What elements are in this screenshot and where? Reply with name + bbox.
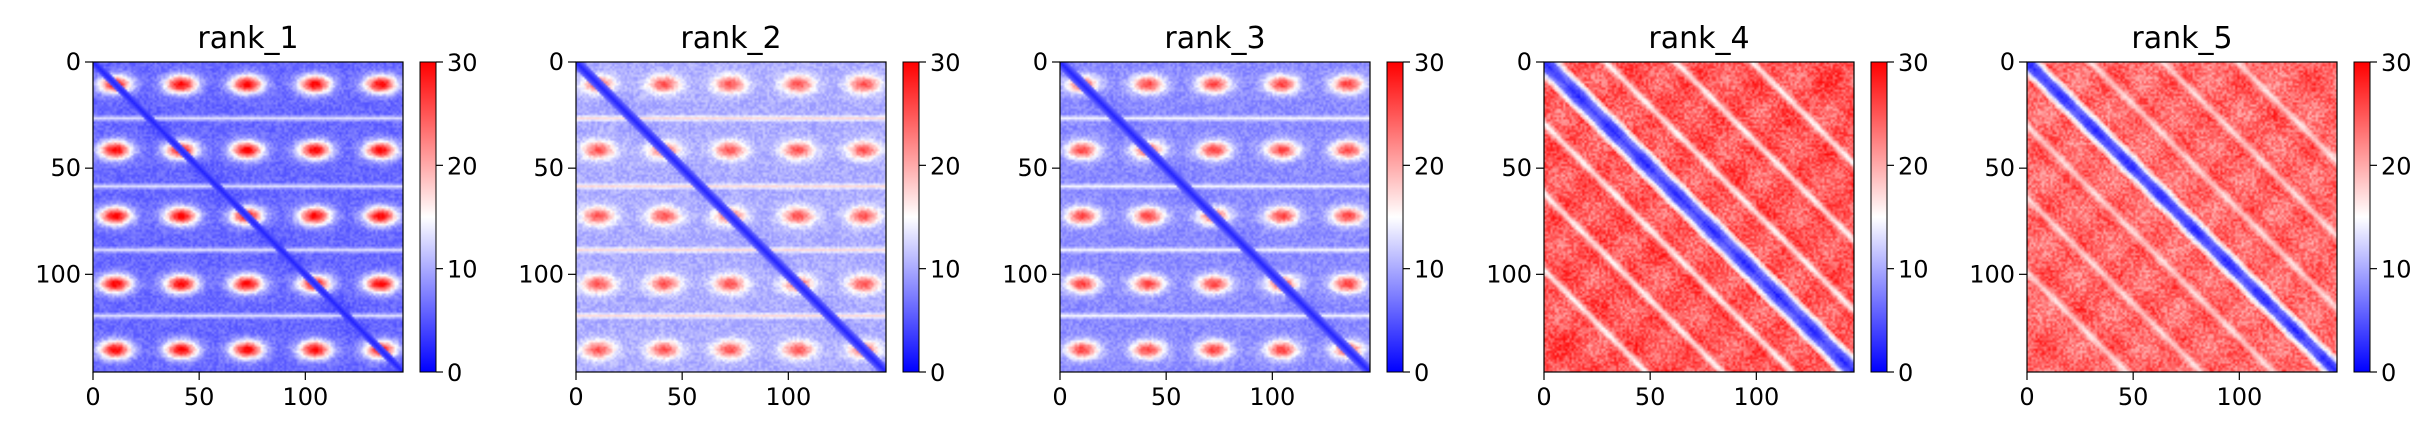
x-tick-label: 50 (667, 383, 698, 411)
colorbar-3: 0 10 20 30 (1386, 49, 1445, 387)
y-tick-label: 100 (1486, 260, 1532, 288)
x-tick-label: 0 (2019, 383, 2034, 411)
colorbar-gradient (419, 61, 437, 373)
colorbar-gradient (902, 61, 920, 373)
panel-title: rank_5 (2131, 21, 2232, 56)
colorbar-tick-label: 20 (1898, 152, 1929, 180)
colorbar-tick-label: 20 (2381, 152, 2412, 180)
colorbar-tick-label: 30 (1898, 49, 1929, 77)
colorbar-tick-label: 10 (1414, 256, 1445, 284)
colorbar-tick-label: 10 (447, 256, 478, 284)
heatmap-frame (92, 61, 404, 373)
panel-title: rank_2 (680, 21, 781, 56)
colorbar-tick-label: 0 (2381, 359, 2396, 387)
colorbar-tick-label: 0 (1898, 359, 1913, 387)
y-tick-label: 50 (1501, 154, 1532, 182)
colorbar-2: 0 10 20 30 (902, 49, 961, 387)
colorbar-tick-label: 30 (1414, 49, 1445, 77)
heatmap-panel-2: rank_2 0 50 100 0 50 100 0 10 20 30 (518, 21, 960, 411)
colorbar-tick-label: 20 (930, 152, 961, 180)
y-tick-label: 100 (35, 260, 81, 288)
colorbar-tick-label: 30 (930, 49, 961, 77)
x-tick-label: 0 (568, 383, 583, 411)
heatmap-frame (575, 61, 887, 373)
x-tick-label: 100 (282, 383, 328, 411)
colorbar-tick-label: 10 (1898, 256, 1929, 284)
heatmap-panel-5: rank_5 0 50 100 0 50 100 0 10 20 30 (1969, 21, 2411, 411)
x-tick-label: 50 (1635, 383, 1666, 411)
y-tick-label: 50 (1984, 154, 2015, 182)
colorbar-tick-label: 30 (2381, 49, 2412, 77)
y-tick-label: 50 (533, 154, 564, 182)
y-tick-label: 50 (50, 154, 81, 182)
y-tick-label: 100 (518, 260, 564, 288)
heatmap-image-3 (1060, 62, 1370, 372)
colorbar-gradient (1386, 61, 1404, 373)
y-tick-label: 50 (1017, 154, 1048, 182)
heatmap-image-2 (576, 62, 886, 372)
y-tick-label: 0 (549, 48, 564, 76)
y-tick-label: 0 (2000, 48, 2015, 76)
heatmap-frame (1543, 61, 1855, 373)
colorbar-tick-label: 20 (1414, 152, 1445, 180)
y-tick-label: 100 (1969, 260, 2015, 288)
x-tick-label: 50 (184, 383, 215, 411)
colorbar-5: 0 10 20 30 (2353, 49, 2412, 387)
x-tick-label: 100 (1733, 383, 1779, 411)
colorbar-tick-label: 0 (1414, 359, 1429, 387)
heatmap-image-1 (93, 62, 403, 372)
colorbar-tick-label: 0 (930, 359, 945, 387)
heatmap-frame (1059, 61, 1371, 373)
y-tick-label: 0 (66, 48, 81, 76)
colorbar-gradient (2353, 61, 2371, 373)
colorbar-tick-label: 0 (447, 359, 462, 387)
heatmap-panel-1: rank_1 0 50 100 0 50 100 0 10 20 30 (35, 21, 477, 411)
colorbar-tick-label: 20 (447, 152, 478, 180)
x-tick-label: 50 (1151, 383, 1182, 411)
heatmap-panel-4: rank_4 0 50 100 0 50 100 0 10 20 30 (1486, 21, 1928, 411)
heatmap-frame (2026, 61, 2338, 373)
panel-title: rank_1 (197, 21, 298, 56)
colorbar-gradient (1870, 61, 1888, 373)
y-tick-label: 0 (1033, 48, 1048, 76)
colorbar-tick-label: 10 (930, 256, 961, 284)
x-tick-label: 100 (1249, 383, 1295, 411)
x-tick-label: 0 (1052, 383, 1067, 411)
heatmap-panel-3: rank_3 0 50 100 0 50 100 0 10 20 30 (1002, 21, 1444, 411)
colorbar-1: 0 10 20 30 (419, 49, 478, 387)
panel-title: rank_4 (1648, 21, 1749, 56)
x-tick-label: 0 (1536, 383, 1551, 411)
panel-title: rank_3 (1164, 21, 1265, 56)
x-tick-label: 0 (85, 383, 100, 411)
x-tick-label: 50 (2118, 383, 2149, 411)
x-tick-label: 100 (765, 383, 811, 411)
heatmap-image-5 (2027, 62, 2337, 372)
y-tick-label: 0 (1517, 48, 1532, 76)
x-tick-label: 100 (2216, 383, 2262, 411)
colorbar-tick-label: 10 (2381, 256, 2412, 284)
y-tick-label: 100 (1002, 260, 1048, 288)
heatmap-image-4 (1544, 62, 1854, 372)
colorbar-4: 0 10 20 30 (1870, 49, 1929, 387)
colorbar-tick-label: 30 (447, 49, 478, 77)
